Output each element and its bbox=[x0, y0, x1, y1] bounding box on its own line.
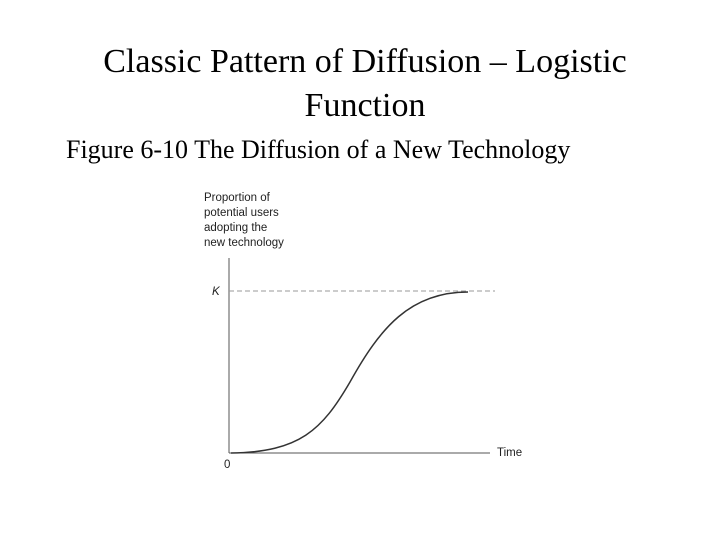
logistic-curve bbox=[230, 291, 469, 454]
y-axis-label-line: potential users bbox=[204, 207, 279, 219]
y-axis-label-line: Proportion of bbox=[204, 192, 271, 204]
k-label: K bbox=[212, 286, 221, 298]
y-axis-label-line: adopting the bbox=[204, 222, 267, 234]
y-axis-label-line: new technology bbox=[204, 237, 284, 249]
x-axis-label: Time bbox=[497, 447, 522, 459]
origin-label: 0 bbox=[224, 459, 230, 471]
figure-caption: Figure 6-10 The Diffusion of a New Techn… bbox=[66, 135, 571, 164]
slide-title: Classic Pattern of Diffusion – Logistic … bbox=[103, 43, 627, 124]
